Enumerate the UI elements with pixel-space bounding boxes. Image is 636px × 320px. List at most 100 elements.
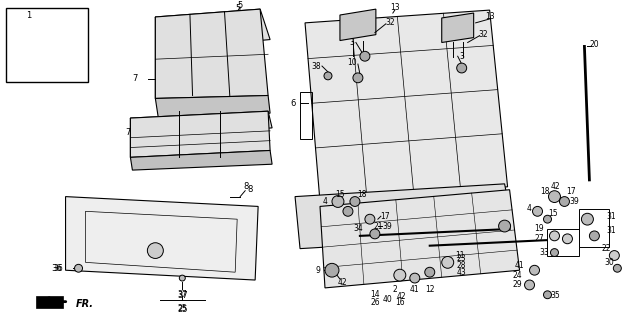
- Polygon shape: [130, 150, 272, 170]
- Circle shape: [457, 63, 467, 73]
- Text: 13: 13: [485, 12, 494, 21]
- Circle shape: [410, 273, 420, 283]
- Text: 15: 15: [335, 190, 345, 199]
- Circle shape: [325, 263, 339, 277]
- Circle shape: [179, 275, 185, 281]
- Text: 8: 8: [247, 185, 253, 194]
- Circle shape: [353, 73, 363, 83]
- Text: 6: 6: [291, 99, 296, 108]
- Circle shape: [360, 51, 370, 61]
- Text: 31: 31: [607, 227, 616, 236]
- Text: 41: 41: [410, 285, 420, 294]
- Polygon shape: [155, 17, 162, 103]
- Text: 34: 34: [353, 225, 363, 234]
- Circle shape: [365, 214, 375, 224]
- Bar: [300, 92, 312, 139]
- Circle shape: [350, 196, 360, 206]
- Text: 10: 10: [347, 58, 357, 67]
- Bar: [548, 229, 579, 257]
- Circle shape: [370, 229, 380, 239]
- Text: 42: 42: [337, 277, 347, 286]
- Text: 42: 42: [551, 182, 560, 191]
- Circle shape: [544, 291, 551, 299]
- Text: 9: 9: [315, 266, 321, 275]
- Polygon shape: [305, 10, 508, 202]
- Text: 30: 30: [604, 258, 614, 267]
- Circle shape: [613, 264, 621, 272]
- Text: 1: 1: [26, 11, 31, 20]
- Polygon shape: [155, 9, 268, 99]
- Circle shape: [548, 191, 560, 203]
- Polygon shape: [66, 196, 258, 280]
- Text: 32: 32: [385, 18, 395, 28]
- Text: 36: 36: [51, 264, 62, 273]
- Text: 43: 43: [457, 268, 467, 277]
- Text: 18: 18: [357, 190, 366, 199]
- Text: 3: 3: [459, 52, 464, 61]
- Text: 4: 4: [322, 197, 328, 206]
- Text: 13: 13: [390, 3, 399, 12]
- Text: 40: 40: [383, 295, 392, 304]
- Text: 19: 19: [535, 225, 544, 234]
- Text: 24: 24: [513, 271, 522, 280]
- Circle shape: [544, 215, 551, 223]
- Text: 5: 5: [235, 4, 241, 12]
- Circle shape: [530, 265, 539, 275]
- Polygon shape: [18, 33, 48, 64]
- Text: 26: 26: [370, 298, 380, 307]
- Text: 14: 14: [370, 290, 380, 299]
- Polygon shape: [155, 9, 270, 49]
- Circle shape: [499, 220, 511, 232]
- Text: 3: 3: [350, 38, 354, 47]
- Text: 2: 2: [392, 285, 398, 294]
- Polygon shape: [36, 296, 62, 308]
- Circle shape: [560, 196, 569, 206]
- Text: 5: 5: [237, 1, 243, 10]
- Text: 22: 22: [602, 244, 611, 253]
- Text: 4: 4: [527, 204, 532, 213]
- Circle shape: [525, 280, 534, 290]
- Circle shape: [148, 243, 163, 259]
- Text: 29: 29: [513, 280, 522, 290]
- Text: 7: 7: [126, 128, 131, 137]
- Text: 16: 16: [395, 298, 404, 307]
- Text: 35: 35: [551, 291, 560, 300]
- Circle shape: [442, 257, 453, 268]
- Circle shape: [581, 213, 593, 225]
- Polygon shape: [320, 190, 520, 288]
- Polygon shape: [155, 95, 270, 118]
- Circle shape: [590, 231, 599, 241]
- Bar: [579, 209, 609, 247]
- Polygon shape: [130, 111, 272, 138]
- Text: FR.: FR.: [76, 299, 93, 308]
- Text: 23: 23: [457, 254, 466, 263]
- Circle shape: [550, 231, 560, 241]
- Text: 20: 20: [590, 40, 599, 49]
- Polygon shape: [130, 111, 270, 157]
- Text: 21: 21: [373, 221, 383, 230]
- Text: 37: 37: [177, 290, 187, 299]
- Text: 11: 11: [455, 251, 464, 260]
- Text: 33: 33: [539, 248, 550, 257]
- Text: 7: 7: [133, 74, 138, 83]
- Circle shape: [425, 267, 435, 277]
- Circle shape: [551, 249, 558, 257]
- Circle shape: [324, 72, 332, 80]
- Text: 42: 42: [397, 292, 406, 301]
- Polygon shape: [442, 13, 474, 43]
- Circle shape: [394, 269, 406, 281]
- Text: 25: 25: [177, 304, 187, 313]
- Text: 28: 28: [457, 261, 466, 270]
- Text: 17: 17: [567, 187, 576, 196]
- Text: 31: 31: [607, 212, 616, 221]
- Text: 38: 38: [311, 61, 321, 70]
- Circle shape: [332, 196, 344, 207]
- Text: 37: 37: [177, 291, 188, 300]
- Text: 12: 12: [425, 285, 434, 294]
- Circle shape: [609, 251, 619, 260]
- Text: 27: 27: [535, 234, 544, 243]
- Circle shape: [343, 206, 353, 216]
- Text: 39: 39: [570, 197, 579, 206]
- Text: 15: 15: [549, 209, 558, 218]
- Circle shape: [532, 206, 543, 216]
